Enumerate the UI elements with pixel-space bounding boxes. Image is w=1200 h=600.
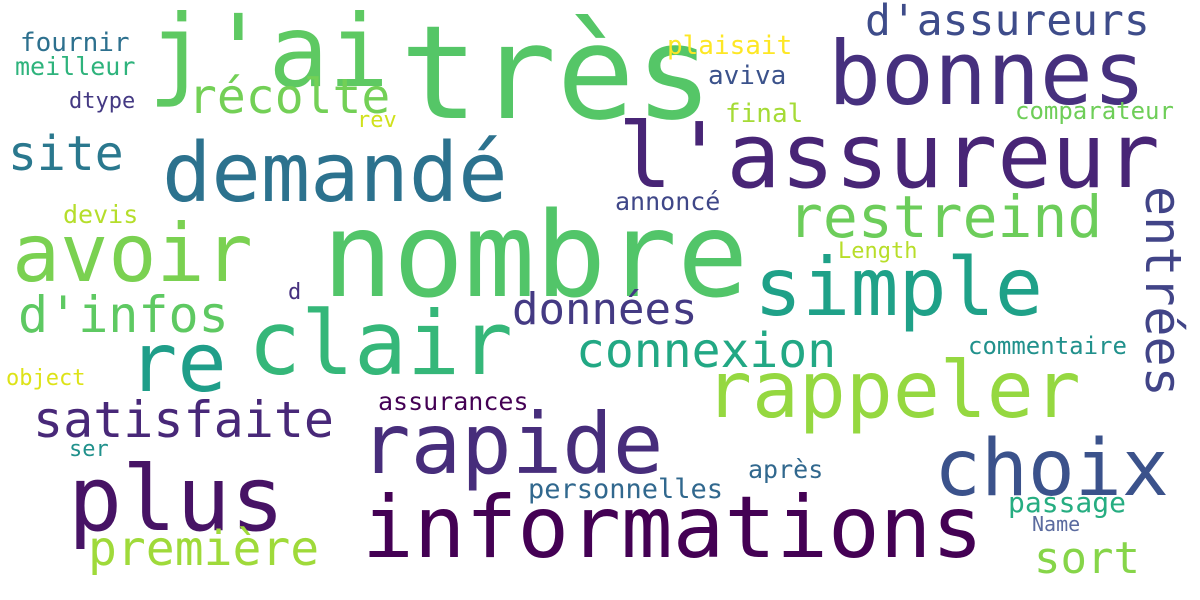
- word-personnelles: personnelles: [528, 474, 724, 505]
- word-aviva: aviva: [708, 61, 787, 91]
- word-bonnes: bonnes: [828, 22, 1146, 125]
- word-plaisait: plaisait: [667, 31, 793, 61]
- word-length: Length: [838, 239, 918, 264]
- word-apres: après: [748, 455, 824, 484]
- word-rapide: rapide: [360, 395, 664, 493]
- word-premiere: première: [88, 521, 320, 577]
- word-donnees: données: [512, 284, 698, 335]
- word-passage: passage: [1008, 486, 1127, 519]
- word-demande: demandé: [162, 126, 508, 221]
- word-d: d: [288, 280, 302, 305]
- word-rappeler: rappeler: [705, 346, 1081, 436]
- word-commentaire: commentaire: [968, 332, 1127, 360]
- word-object: object: [6, 366, 86, 391]
- word-plus: plus: [68, 447, 285, 552]
- word-lassureur: l'assureur: [618, 104, 1160, 209]
- word-re: re: [128, 316, 227, 411]
- word-dassureurs: d'assureurs: [865, 0, 1150, 46]
- word-name: Name: [1032, 512, 1081, 536]
- word-tres: très: [400, 0, 714, 149]
- word-meilleur: meilleur: [15, 52, 136, 81]
- word-site: site: [8, 126, 124, 182]
- word-dtype: dtype: [69, 89, 136, 114]
- word-nombre: nombre: [322, 186, 749, 324]
- word-ser: ser: [69, 437, 109, 462]
- word-restreind: restreind: [788, 183, 1103, 251]
- word-connexion: connexion: [576, 323, 837, 379]
- word-dinfos: d'infos: [18, 286, 229, 344]
- word-entrees: entrées: [1134, 186, 1192, 397]
- word-satisfaite: satisfaite: [33, 391, 335, 449]
- word-jai: j'ai: [148, 0, 389, 110]
- word-final: final: [725, 99, 804, 129]
- word-assurances: assurances: [378, 387, 529, 416]
- word-fournir: fournir: [20, 28, 130, 58]
- word-rev: rev: [357, 108, 397, 133]
- word-choix: choix: [934, 424, 1169, 514]
- word-devis: devis: [63, 200, 139, 229]
- word-comparateur: comparateur: [1015, 97, 1174, 125]
- word-avoir: avoir: [12, 207, 253, 300]
- word-simple: simple: [754, 241, 1043, 334]
- word-annonce: annoncé: [615, 187, 721, 216]
- word-sort: sort: [1034, 533, 1140, 584]
- word-clair: clair: [248, 292, 513, 395]
- word-recolte: récolte: [188, 69, 391, 125]
- word-informations: informations: [362, 478, 984, 578]
